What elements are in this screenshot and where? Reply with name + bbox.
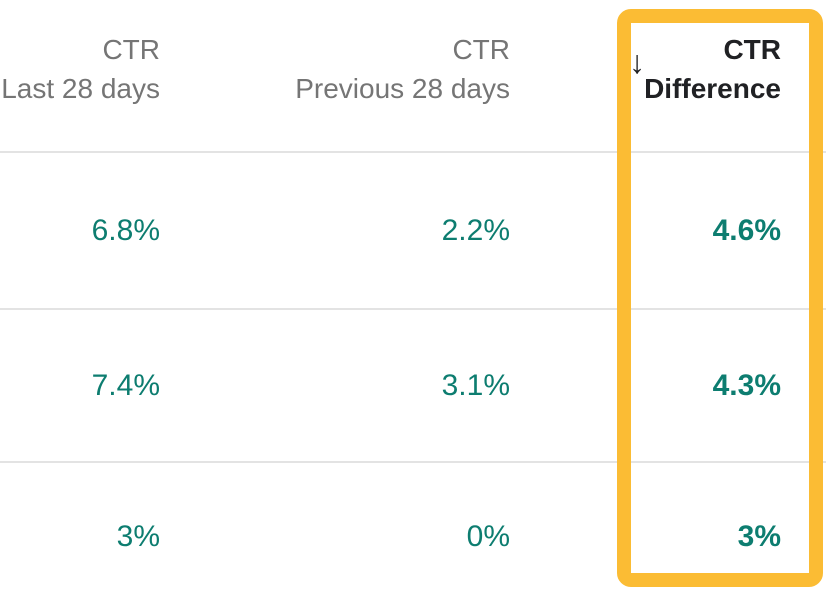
cell-ctr-last-28-days: 6.8% (91, 213, 160, 247)
column-header-line1: CTR (452, 34, 510, 65)
cell-ctr-previous-28-days: 3.1% (441, 368, 510, 402)
column-header-line1: CTR (723, 34, 781, 65)
table-header-row: CTR Last 28 days CTR Previous 28 days ↓ … (0, 0, 826, 153)
cell-ctr-last-28-days: 3% (116, 519, 160, 553)
cell-ctr-last-28-days: 7.4% (91, 368, 160, 402)
column-header-ctr-last-28-days[interactable]: CTR Last 28 days (0, 0, 213, 151)
column-header-line2: Previous 28 days (295, 73, 510, 104)
column-header-ctr-previous-28-days[interactable]: CTR Previous 28 days (213, 0, 563, 151)
table-row: 3% 0% 3% (0, 463, 826, 610)
cell-ctr-difference: 4.3% (712, 368, 781, 402)
cell-ctr-difference: 3% (737, 519, 781, 553)
column-header-line1: CTR (102, 34, 160, 65)
sort-descending-arrow-icon: ↓ (629, 44, 645, 80)
column-header-line2: Difference (644, 73, 781, 104)
column-header-ctr-difference[interactable]: ↓ CTR Difference (563, 0, 826, 151)
cell-ctr-previous-28-days: 2.2% (441, 213, 510, 247)
column-header-line2: Last 28 days (1, 73, 160, 104)
table-row: 7.4% 3.1% 4.3% (0, 310, 826, 463)
table-row: 6.8% 2.2% 4.6% (0, 153, 826, 310)
cell-ctr-previous-28-days: 0% (466, 519, 510, 553)
cell-ctr-difference: 4.6% (712, 213, 781, 247)
